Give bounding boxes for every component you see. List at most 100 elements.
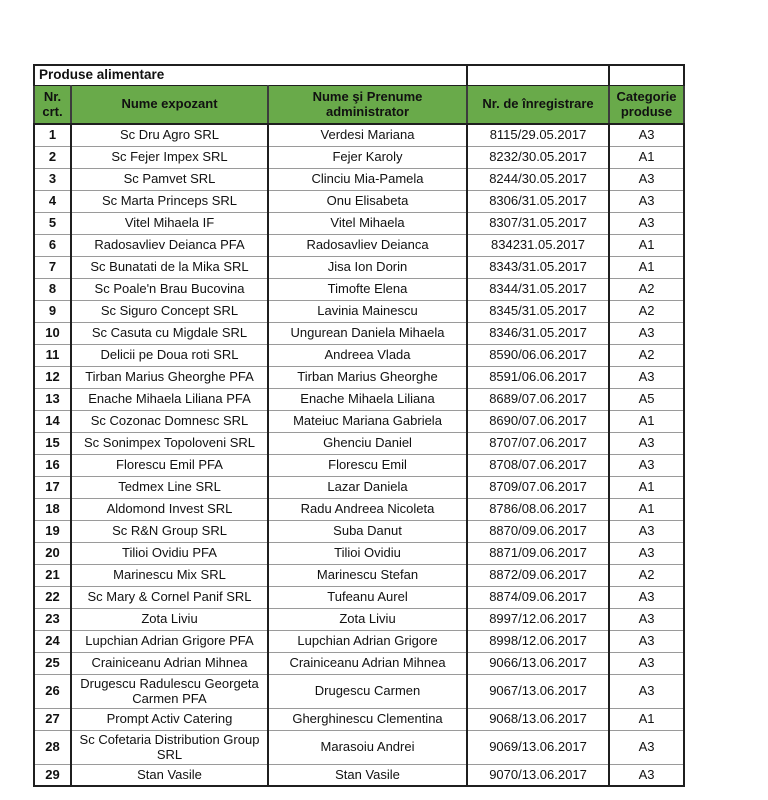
- table-row: 12 Tirban Marius Gheorghe PFA Tirban Mar…: [33, 365, 686, 389]
- table-row: 3 Sc Pamvet SRL Clinciu Mia-Pamela 8244/…: [33, 167, 686, 191]
- table-row: 1 Sc Dru Agro SRL Verdesi Mariana 8115/2…: [33, 123, 686, 147]
- cell-nr-inregistrare: 9066/13.06.2017: [466, 651, 611, 675]
- cell-nume-expozant: Tilioi Ovidiu PFA: [70, 541, 269, 565]
- cell-nr-crt: 9: [33, 299, 72, 323]
- cell-nr-crt: 1: [33, 123, 72, 147]
- cell-nr-inregistrare: 8244/30.05.2017: [466, 167, 611, 191]
- cell-nume-expozant: Sc Mary & Cornel Panif SRL: [70, 585, 269, 609]
- cell-categorie: A3: [608, 673, 686, 709]
- cell-nr-crt: 5: [33, 211, 72, 235]
- table-row: 18 Aldomond Invest SRL Radu Andreea Nico…: [33, 497, 686, 521]
- cell-nume-expozant: Lupchian Adrian Grigore PFA: [70, 629, 269, 653]
- table-row: 26 Drugescu Radulescu Georgeta Carmen PF…: [33, 673, 686, 709]
- cell-nr-inregistrare: 9070/13.06.2017: [466, 763, 611, 787]
- table-row: 25 Crainiceanu Adrian Mihnea Crainiceanu…: [33, 651, 686, 675]
- cell-administrator: Enache Mihaela Liliana: [266, 387, 469, 411]
- cell-nr-inregistrare: 8709/07.06.2017: [466, 475, 611, 499]
- cell-nr-crt: 23: [33, 607, 72, 631]
- cell-nr-crt: 4: [33, 189, 72, 213]
- table-row: 11 Delicii pe Doua roti SRL Andreea Vlad…: [33, 343, 686, 367]
- cell-categorie: A1: [608, 707, 686, 731]
- title-row-empty-cell: [466, 64, 611, 86]
- cell-categorie: A3: [608, 607, 686, 631]
- cell-nr-inregistrare: 8707/07.06.2017: [466, 431, 611, 455]
- table-row: 20 Tilioi Ovidiu PFA Tilioi Ovidiu 8871/…: [33, 541, 686, 565]
- cell-nr-inregistrare: 9068/13.06.2017: [466, 707, 611, 731]
- cell-administrator: Lupchian Adrian Grigore: [266, 629, 469, 653]
- header-nr-crt: Nr. crt.: [33, 84, 72, 125]
- cell-nume-expozant: Florescu Emil PFA: [70, 453, 269, 477]
- cell-administrator: Mateiuc Mariana Gabriela: [266, 409, 469, 433]
- cell-nume-expozant: Tedmex Line SRL: [70, 475, 269, 499]
- cell-nr-crt: 28: [33, 729, 72, 765]
- cell-nume-expozant: Vitel Mihaela IF: [70, 211, 269, 235]
- cell-categorie: A1: [608, 497, 686, 521]
- cell-categorie: A3: [608, 629, 686, 653]
- cell-nume-expozant: Sc Cozonac Domnesc SRL: [70, 409, 269, 433]
- cell-nr-crt: 11: [33, 343, 72, 367]
- header-nume-expozant: Nume expozant: [70, 84, 269, 125]
- cell-administrator: Stan Vasile: [266, 763, 469, 787]
- cell-nume-expozant: Aldomond Invest SRL: [70, 497, 269, 521]
- cell-categorie: A2: [608, 299, 686, 323]
- table-row: 21 Marinescu Mix SRL Marinescu Stefan 88…: [33, 563, 686, 587]
- cell-categorie: A2: [608, 277, 686, 301]
- cell-nume-expozant: Delicii pe Doua roti SRL: [70, 343, 269, 367]
- cell-nume-expozant: Sc R&N Group SRL: [70, 519, 269, 543]
- header-categorie-produse: Categorie produse: [608, 84, 686, 125]
- cell-administrator: Tilioi Ovidiu: [266, 541, 469, 565]
- cell-nume-expozant: Sc Cofetaria Distribution Group SRL: [70, 729, 269, 765]
- cell-nr-crt: 17: [33, 475, 72, 499]
- cell-nr-crt: 15: [33, 431, 72, 455]
- cell-administrator: Florescu Emil: [266, 453, 469, 477]
- cell-administrator: Ungurean Daniela Mihaela: [266, 321, 469, 345]
- cell-nume-expozant: Sc Sonimpex Topoloveni SRL: [70, 431, 269, 455]
- table-body: 1 Sc Dru Agro SRL Verdesi Mariana 8115/2…: [33, 123, 686, 787]
- cell-nr-crt: 27: [33, 707, 72, 731]
- cell-nr-inregistrare: 8786/08.06.2017: [466, 497, 611, 521]
- cell-administrator: Gherghinescu Clementina: [266, 707, 469, 731]
- cell-nr-crt: 13: [33, 387, 72, 411]
- cell-categorie: A3: [608, 453, 686, 477]
- cell-nr-crt: 19: [33, 519, 72, 543]
- cell-nume-expozant: Marinescu Mix SRL: [70, 563, 269, 587]
- exhibitors-table: Produse alimentare Nr. crt. Nume expozan…: [32, 64, 686, 788]
- table-row: 9 Sc Siguro Concept SRL Lavinia Mainescu…: [33, 299, 686, 323]
- cell-nume-expozant: Zota Liviu: [70, 607, 269, 631]
- table-row: 5 Vitel Mihaela IF Vitel Mihaela 8307/31…: [33, 211, 686, 235]
- table-row: 17 Tedmex Line SRL Lazar Daniela 8709/07…: [33, 475, 686, 499]
- cell-categorie: A3: [608, 365, 686, 389]
- cell-administrator: Radu Andreea Nicoleta: [266, 497, 469, 521]
- table-row: 19 Sc R&N Group SRL Suba Danut 8870/09.0…: [33, 519, 686, 543]
- cell-categorie: A3: [608, 585, 686, 609]
- cell-nume-expozant: Sc Fejer Impex SRL: [70, 145, 269, 169]
- cell-categorie: A2: [608, 343, 686, 367]
- cell-administrator: Marinescu Stefan: [266, 563, 469, 587]
- cell-nr-crt: 22: [33, 585, 72, 609]
- table-title: Produse alimentare: [32, 64, 469, 86]
- cell-categorie: A3: [608, 167, 686, 191]
- table-row: 6 Radosavliev Deianca PFA Radosavliev De…: [33, 233, 686, 257]
- header-administrator: Nume şi Prenume administrator: [266, 84, 469, 125]
- cell-categorie: A3: [608, 189, 686, 213]
- cell-nr-inregistrare: 8346/31.05.2017: [466, 321, 611, 345]
- cell-categorie: A2: [608, 563, 686, 587]
- cell-nr-inregistrare: 8115/29.05.2017: [466, 123, 611, 147]
- cell-administrator: Zota Liviu: [266, 607, 469, 631]
- table-row: 16 Florescu Emil PFA Florescu Emil 8708/…: [33, 453, 686, 477]
- table-row: 4 Sc Marta Princeps SRL Onu Elisabeta 83…: [33, 189, 686, 213]
- cell-categorie: A3: [608, 519, 686, 543]
- cell-nr-crt: 26: [33, 673, 72, 709]
- cell-categorie: A1: [608, 145, 686, 169]
- cell-nr-inregistrare: 8591/06.06.2017: [466, 365, 611, 389]
- cell-nr-inregistrare: 8306/31.05.2017: [466, 189, 611, 213]
- cell-categorie: A3: [608, 321, 686, 345]
- cell-nume-expozant: Stan Vasile: [70, 763, 269, 787]
- table-row: 14 Sc Cozonac Domnesc SRL Mateiuc Marian…: [33, 409, 686, 433]
- cell-administrator: Onu Elisabeta: [266, 189, 469, 213]
- cell-administrator: Verdesi Mariana: [266, 123, 469, 147]
- cell-nr-crt: 18: [33, 497, 72, 521]
- cell-categorie: A3: [608, 211, 686, 235]
- cell-administrator: Lavinia Mainescu: [266, 299, 469, 323]
